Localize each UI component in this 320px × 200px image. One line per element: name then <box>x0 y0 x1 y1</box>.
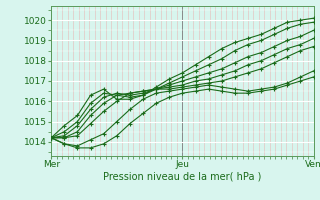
X-axis label: Pression niveau de la mer( hPa ): Pression niveau de la mer( hPa ) <box>103 172 261 182</box>
